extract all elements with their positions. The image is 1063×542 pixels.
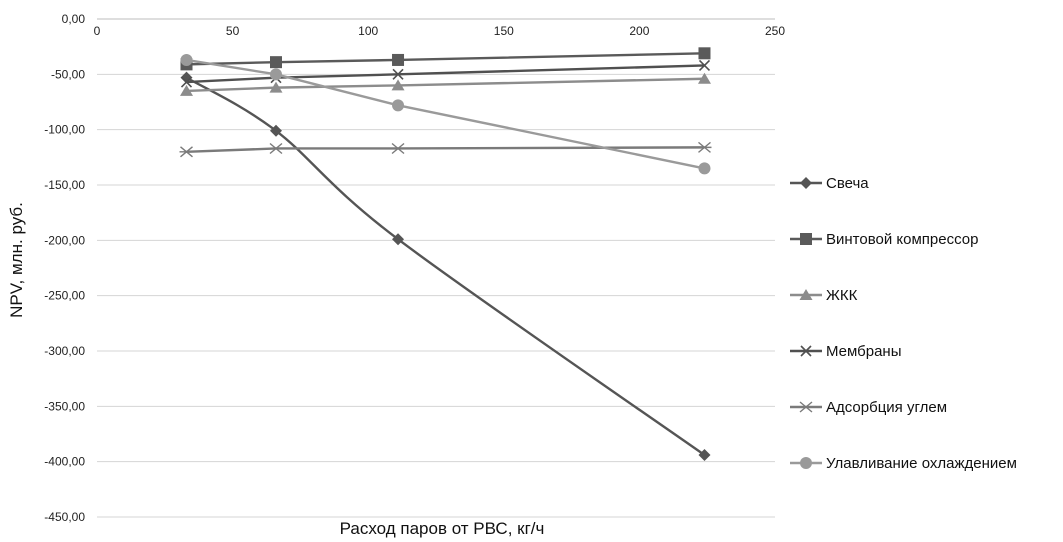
- x-tick-label: 200: [629, 24, 649, 38]
- series-свеча: [180, 71, 711, 462]
- data-point: [698, 59, 711, 72]
- data-point: [697, 141, 712, 153]
- data-point: [698, 162, 711, 175]
- series-мембраны: [180, 59, 711, 88]
- data-point: [179, 146, 194, 158]
- legend-label: ЖКК: [826, 287, 858, 304]
- x-tick-label: 0: [94, 24, 101, 38]
- data-point: [392, 99, 405, 112]
- series-line: [186, 146, 705, 153]
- data-point: [391, 142, 406, 155]
- legend-label: Свеча: [826, 175, 869, 192]
- series-line: [186, 58, 705, 170]
- y-tick-label: -300,00: [44, 344, 85, 358]
- legend-marker: [800, 233, 812, 245]
- series-улавливание-охлаждением: [180, 53, 711, 175]
- y-tick-label: -50,00: [51, 67, 85, 81]
- data-point: [391, 79, 405, 91]
- data-point: [180, 71, 193, 84]
- data-point: [269, 56, 282, 69]
- y-tick-label: -350,00: [44, 399, 85, 413]
- legend-item-адсорбция-углем: Адсорбция углем: [790, 399, 947, 416]
- data-point: [698, 47, 711, 60]
- y-tick-label: -450,00: [44, 510, 85, 524]
- data-point: [392, 68, 404, 80]
- legend-item-мембраны: Мембраны: [790, 343, 902, 360]
- legend-label: Улавливание охлаждением: [826, 455, 1017, 472]
- x-tick-label: 50: [226, 24, 240, 38]
- data-point: [179, 84, 193, 96]
- legend: Свеча Винтовой компрессор ЖКК Мембраны Адсор…: [790, 175, 1017, 472]
- y-tick-label: -200,00: [44, 233, 85, 247]
- y-tick-labels: 0,00 -50,00 -100,00 -150,00 -200,00 -250,00 -3…: [44, 12, 85, 524]
- grid-lines: [97, 73, 775, 518]
- data-point: [269, 81, 283, 93]
- x-tick-label: 250: [765, 24, 785, 38]
- legend-label: Адсорбция углем: [826, 399, 947, 416]
- y-tick-label: -150,00: [44, 178, 85, 192]
- y-tick-label: -400,00: [44, 455, 85, 469]
- series-жкк: [179, 72, 711, 96]
- series-layer: [179, 47, 712, 462]
- data-point: [180, 76, 193, 88]
- y-axis-title: NPV, млн. руб.: [7, 202, 26, 318]
- legend-label: Винтовой компрессор: [826, 231, 978, 248]
- legend-item-винтовой-компрессор: Винтовой компрессор: [790, 231, 978, 248]
- x-tick-label: 150: [494, 24, 514, 38]
- legend-marker: [800, 345, 812, 357]
- data-point: [697, 72, 711, 84]
- data-point: [269, 68, 282, 81]
- y-tick-label: -100,00: [44, 123, 85, 137]
- y-tick-label: 0,00: [62, 12, 86, 26]
- series-адсорбция-углем: [179, 141, 712, 158]
- data-point: [180, 53, 193, 66]
- y-tick-label: -250,00: [44, 289, 85, 303]
- data-point: [268, 142, 283, 155]
- legend-label: Мембраны: [826, 343, 902, 360]
- series-line: [185, 76, 706, 457]
- legend-item-жкк: ЖКК: [790, 287, 858, 304]
- legend-marker: [799, 289, 813, 300]
- series-винтовой-компрессор: [180, 47, 711, 71]
- x-tick-labels: 0 50 100 150 200 250: [94, 24, 786, 38]
- x-tick-label: 100: [358, 24, 378, 38]
- x-axis-title: Расход паров от РВС, кг/ч: [340, 519, 545, 538]
- series-line: [186, 77, 705, 93]
- series-line: [186, 52, 705, 66]
- data-point: [392, 233, 405, 246]
- legend-marker: [800, 457, 812, 469]
- data-point: [269, 124, 282, 137]
- legend-item-свеча: Свеча: [790, 175, 869, 192]
- data-point: [698, 449, 711, 462]
- legend-marker: [800, 177, 812, 189]
- legend-marker: [799, 401, 813, 413]
- legend-item-улавливание-охлаждением: Улавливание охлаждением: [790, 455, 1017, 472]
- data-point: [392, 53, 405, 66]
- series-line: [186, 64, 705, 84]
